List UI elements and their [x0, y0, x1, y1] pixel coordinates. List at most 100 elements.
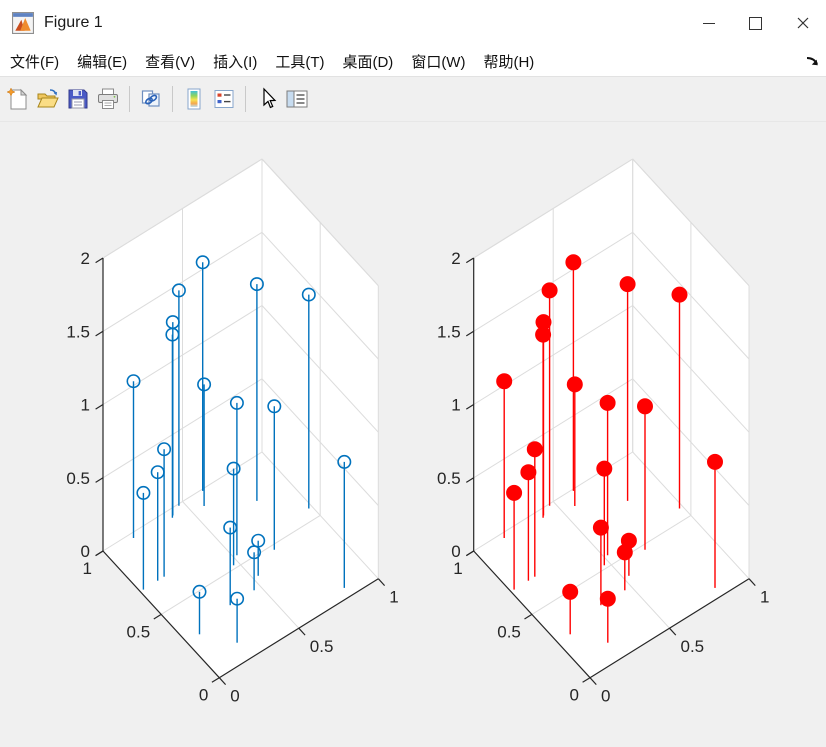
print-button[interactable]: [93, 84, 123, 114]
minimize-icon: [702, 22, 715, 24]
stem-marker: [616, 544, 633, 561]
menu-item-tools[interactable]: 工具(T): [275, 53, 325, 71]
stem-marker: [229, 395, 244, 410]
stem-marker: [596, 460, 613, 477]
tick-label: 2: [81, 249, 90, 268]
tick-label: 0: [199, 686, 208, 705]
stem-marker: [195, 255, 210, 270]
save-icon: [68, 89, 88, 109]
menu-item-edit[interactable]: 编辑(E): [77, 53, 128, 71]
tick-label: 1: [389, 588, 398, 607]
menu-item-help[interactable]: 帮助(H): [483, 53, 535, 71]
tick-label: 1: [453, 559, 462, 578]
dock-figure-button[interactable]: [804, 52, 826, 70]
tick-label: 0: [451, 542, 460, 561]
stem-marker: [706, 453, 723, 470]
open-file-button[interactable]: [33, 84, 63, 114]
tick-label: 1: [81, 396, 90, 415]
edit-plot-button[interactable]: [252, 84, 282, 114]
stem-marker: [619, 276, 636, 293]
stem-marker: [249, 277, 264, 292]
stem-marker: [226, 461, 241, 476]
stem-marker: [150, 465, 165, 480]
tick-label: 1: [760, 588, 769, 607]
tick-label: 1.5: [437, 322, 461, 341]
cursor-arrow-icon: [263, 87, 277, 109]
maximize-button[interactable]: [732, 0, 779, 46]
colorbar-button[interactable]: [179, 84, 209, 114]
stem-marker: [599, 590, 616, 607]
dock-arrow-icon: [806, 57, 818, 66]
stem-marker: [267, 399, 282, 414]
stem-marker: [126, 374, 141, 389]
tick-label: 1: [451, 396, 460, 415]
stem-marker: [157, 442, 172, 457]
tick-label: 0.5: [310, 637, 334, 656]
tick-label: 0: [601, 687, 610, 706]
tick-label: 1: [83, 559, 92, 578]
save-button[interactable]: [63, 84, 93, 114]
menu-item-view[interactable]: 查看(V): [145, 53, 196, 71]
plot-browser-icon: [286, 90, 308, 108]
tick-label: 0.5: [66, 469, 90, 488]
toolbar-separator: [172, 86, 173, 112]
matlab-figure-icon: [12, 12, 34, 34]
figure-toolbar: [0, 77, 826, 122]
menu-bar: 文件(F) 编辑(E) 查看(V) 插入(I) 工具(T) 桌面(D) 窗口(W…: [0, 46, 826, 77]
print-icon: [98, 88, 118, 109]
stem-marker: [247, 545, 262, 560]
stem-marker: [192, 584, 207, 599]
new-figure-button[interactable]: [3, 84, 33, 114]
close-icon: [797, 17, 808, 29]
stem-marker: [506, 484, 523, 501]
tick-label: 2: [451, 249, 460, 268]
stem-marker: [136, 485, 151, 500]
tick-label: 0: [81, 542, 90, 561]
stem-marker: [541, 282, 558, 299]
window-title: Figure 1: [44, 14, 103, 31]
menu-item-insert[interactable]: 插入(I): [213, 53, 258, 71]
close-button[interactable]: [779, 0, 826, 46]
stem-marker: [230, 591, 245, 606]
stem-marker: [223, 520, 238, 535]
window-controls: [685, 0, 826, 46]
stem-marker: [535, 326, 552, 343]
menu-item-desktop[interactable]: 桌面(D): [342, 53, 394, 71]
colorbar-icon: [187, 88, 201, 110]
stem-marker: [566, 376, 583, 393]
link-plot-icon: [141, 90, 160, 107]
stem-marker: [565, 254, 582, 271]
maximize-icon: [749, 16, 762, 30]
plot-browser-button[interactable]: [282, 84, 312, 114]
stem-marker: [165, 327, 180, 342]
stem-marker: [171, 283, 186, 298]
toolbar-separator: [245, 86, 246, 112]
stem-marker: [301, 287, 316, 302]
stem-marker: [526, 441, 543, 458]
minimize-button[interactable]: [685, 0, 732, 46]
legend-button[interactable]: [209, 84, 239, 114]
stem-marker: [592, 519, 609, 536]
menu-item-window[interactable]: 窗口(W): [411, 53, 466, 71]
tick-label: 0: [570, 686, 579, 705]
menu-item-file[interactable]: 文件(F): [10, 53, 60, 71]
toolbar-separator: [129, 86, 130, 112]
stem-marker: [520, 464, 537, 481]
tick-label: 0.5: [681, 637, 705, 656]
new-figure-icon: [6, 87, 28, 110]
stem-marker: [496, 373, 513, 390]
link-plot-button[interactable]: [136, 84, 166, 114]
tick-label: 1.5: [66, 322, 90, 341]
tick-label: 0.5: [127, 622, 151, 641]
title-bar[interactable]: Figure 1: [0, 0, 826, 46]
stem-marker: [337, 454, 352, 469]
tick-label: 0: [230, 687, 239, 706]
tick-label: 0.5: [437, 469, 461, 488]
legend-icon: [214, 90, 234, 108]
stem-marker: [197, 377, 212, 392]
stem-marker: [562, 583, 579, 600]
open-file-icon: [37, 89, 59, 108]
tick-label: 0.5: [497, 622, 521, 641]
